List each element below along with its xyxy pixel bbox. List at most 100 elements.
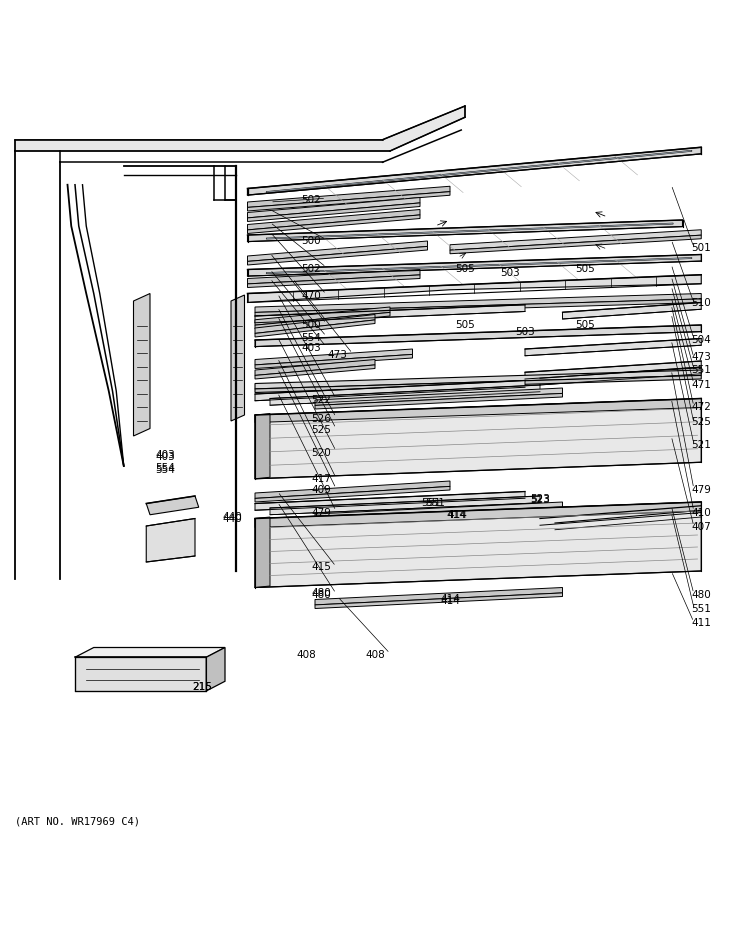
Text: 408: 408 bbox=[365, 650, 385, 660]
Polygon shape bbox=[255, 502, 701, 528]
Text: 503: 503 bbox=[515, 327, 535, 337]
Polygon shape bbox=[206, 648, 225, 691]
Polygon shape bbox=[75, 648, 225, 657]
Text: 521: 521 bbox=[692, 440, 711, 450]
Text: 417: 417 bbox=[311, 474, 331, 485]
Polygon shape bbox=[255, 414, 270, 479]
Text: 215: 215 bbox=[193, 682, 212, 692]
Polygon shape bbox=[248, 215, 420, 234]
Polygon shape bbox=[255, 305, 525, 322]
Text: 500: 500 bbox=[302, 320, 321, 330]
Polygon shape bbox=[248, 275, 420, 287]
Text: 551: 551 bbox=[422, 498, 441, 508]
Polygon shape bbox=[248, 275, 701, 303]
Text: (ART NO. WR17969 C4): (ART NO. WR17969 C4) bbox=[15, 816, 140, 826]
Polygon shape bbox=[255, 481, 450, 499]
Polygon shape bbox=[146, 496, 199, 514]
Polygon shape bbox=[270, 385, 540, 405]
Polygon shape bbox=[248, 210, 420, 230]
Text: 554: 554 bbox=[155, 465, 175, 474]
Text: 525: 525 bbox=[692, 418, 711, 428]
Polygon shape bbox=[315, 507, 562, 523]
Text: 473: 473 bbox=[692, 352, 711, 363]
Text: 471: 471 bbox=[692, 380, 711, 390]
Text: 505: 505 bbox=[575, 320, 595, 330]
Polygon shape bbox=[248, 147, 701, 195]
Text: 523: 523 bbox=[530, 494, 550, 504]
Polygon shape bbox=[266, 257, 692, 274]
Polygon shape bbox=[255, 320, 375, 337]
Polygon shape bbox=[255, 312, 390, 329]
Text: 501: 501 bbox=[692, 243, 711, 254]
Text: 551: 551 bbox=[425, 499, 445, 509]
Text: 554: 554 bbox=[155, 463, 175, 473]
Polygon shape bbox=[255, 517, 270, 587]
Text: 414: 414 bbox=[440, 595, 460, 605]
Polygon shape bbox=[255, 354, 413, 368]
Text: 403: 403 bbox=[155, 450, 175, 459]
Polygon shape bbox=[146, 518, 195, 562]
Text: 403: 403 bbox=[302, 343, 321, 353]
Polygon shape bbox=[315, 593, 562, 609]
Text: 414: 414 bbox=[440, 596, 460, 606]
Text: 525: 525 bbox=[311, 425, 331, 435]
Polygon shape bbox=[255, 502, 701, 587]
Text: 522: 522 bbox=[311, 395, 331, 405]
Text: 414: 414 bbox=[446, 510, 466, 520]
Text: 504: 504 bbox=[692, 335, 711, 345]
Polygon shape bbox=[255, 487, 450, 502]
Text: 215: 215 bbox=[193, 682, 212, 692]
Polygon shape bbox=[525, 361, 701, 379]
Polygon shape bbox=[248, 246, 427, 265]
Polygon shape bbox=[540, 506, 701, 526]
Text: 480: 480 bbox=[311, 590, 331, 600]
Polygon shape bbox=[255, 314, 375, 334]
Polygon shape bbox=[255, 325, 701, 347]
Text: 414: 414 bbox=[448, 510, 467, 520]
Polygon shape bbox=[315, 502, 562, 519]
Polygon shape bbox=[75, 657, 206, 691]
Polygon shape bbox=[540, 367, 701, 385]
Polygon shape bbox=[248, 269, 420, 284]
Text: 473: 473 bbox=[328, 350, 347, 360]
Text: 479: 479 bbox=[692, 485, 711, 495]
Text: 410: 410 bbox=[692, 508, 711, 517]
Polygon shape bbox=[255, 370, 701, 389]
Text: 502: 502 bbox=[302, 195, 321, 205]
Polygon shape bbox=[15, 106, 465, 151]
Text: 505: 505 bbox=[455, 320, 475, 330]
Polygon shape bbox=[255, 399, 701, 479]
Text: 554: 554 bbox=[302, 333, 321, 343]
Text: 480: 480 bbox=[311, 588, 331, 598]
Polygon shape bbox=[255, 376, 701, 392]
Polygon shape bbox=[450, 230, 701, 250]
Text: 505: 505 bbox=[455, 264, 475, 274]
Text: 403: 403 bbox=[155, 452, 175, 462]
Text: 440: 440 bbox=[223, 514, 242, 524]
Text: 440: 440 bbox=[223, 512, 242, 522]
Text: 472: 472 bbox=[692, 403, 711, 413]
Polygon shape bbox=[255, 294, 701, 312]
Text: 526: 526 bbox=[311, 414, 331, 424]
Polygon shape bbox=[266, 150, 692, 193]
Text: 503: 503 bbox=[500, 268, 520, 279]
Polygon shape bbox=[450, 235, 701, 254]
Polygon shape bbox=[255, 299, 701, 316]
Polygon shape bbox=[255, 399, 701, 422]
Polygon shape bbox=[255, 360, 375, 376]
Text: 407: 407 bbox=[692, 523, 711, 532]
Polygon shape bbox=[562, 303, 701, 319]
Polygon shape bbox=[248, 192, 450, 211]
Polygon shape bbox=[270, 496, 540, 514]
Text: 520: 520 bbox=[311, 447, 331, 458]
Polygon shape bbox=[255, 380, 525, 401]
Polygon shape bbox=[255, 491, 525, 510]
Text: 409: 409 bbox=[311, 485, 331, 495]
Text: 411: 411 bbox=[692, 619, 711, 628]
Polygon shape bbox=[315, 388, 562, 405]
Text: 505: 505 bbox=[575, 264, 595, 274]
Text: 551: 551 bbox=[692, 365, 711, 375]
Polygon shape bbox=[315, 587, 562, 605]
Text: 523: 523 bbox=[530, 495, 550, 505]
Polygon shape bbox=[315, 393, 562, 409]
